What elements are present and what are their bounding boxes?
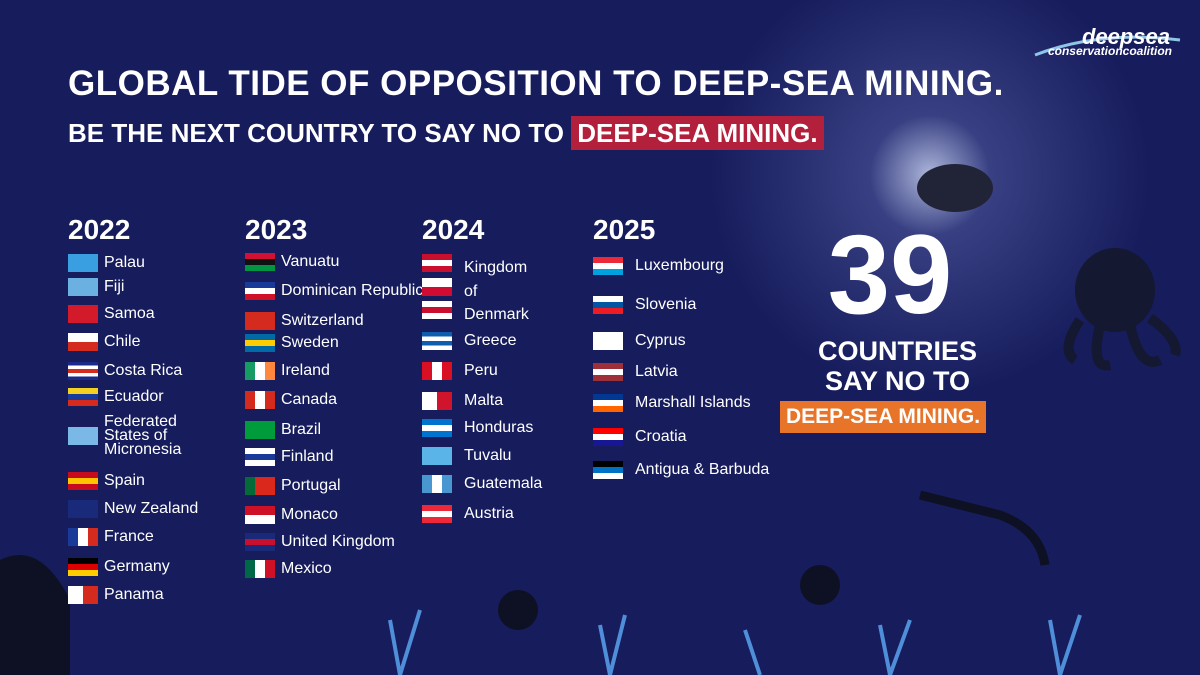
flag (422, 505, 452, 523)
flag (245, 334, 275, 352)
country-name: Kingdom of Denmark (464, 259, 529, 323)
flag (68, 254, 98, 272)
flag (422, 447, 452, 465)
country-name: Latvia (635, 363, 678, 380)
year-heading: 2024 (422, 214, 485, 245)
country-name: Canada (281, 391, 338, 408)
country-name: Samoa (104, 305, 155, 322)
country-name: Sweden (281, 334, 339, 351)
country-name: Slovenia (635, 296, 697, 313)
country-name: Fiji (104, 278, 125, 295)
flag (593, 257, 623, 275)
flag (422, 362, 452, 380)
flag (593, 332, 623, 350)
flag (68, 427, 98, 445)
country-name: Ecuador (104, 388, 164, 405)
country-name: Honduras (464, 419, 534, 436)
country-name: Malta (464, 392, 504, 409)
flag (68, 305, 98, 323)
year-heading: 2025 (593, 214, 656, 245)
country-name: Germany (104, 558, 170, 575)
year-heading: 2022 (68, 214, 131, 245)
flag (68, 558, 98, 576)
country-name: Brazil (281, 421, 322, 438)
country-name: Mexico (281, 560, 332, 577)
subtitle: BE THE NEXT COUNTRY TO SAY NO TO DEEP-SE… (68, 116, 824, 150)
flag (422, 254, 452, 272)
country-name: Ireland (281, 362, 330, 379)
logo-subtitle: conservationcoalition (1047, 44, 1172, 58)
flag (593, 363, 623, 381)
flag (593, 296, 623, 314)
logo: deepsea (1081, 24, 1170, 49)
country-name: New Zealand (104, 500, 199, 517)
flag (245, 253, 275, 271)
country-name: Tuvalu (464, 447, 512, 464)
flag (68, 472, 98, 490)
country-name: United Kingdom (281, 533, 395, 550)
country-name: Portugal (281, 477, 341, 494)
subtitle-highlight: DEEP-SEA MINING. (571, 116, 824, 150)
flag (245, 448, 275, 466)
flag (245, 560, 275, 578)
title: GLOBAL TIDE OF OPPOSITION TO DEEP-SEA MI… (68, 64, 1004, 103)
flag (68, 278, 98, 296)
country-name: Federated States of Micronesia (104, 413, 182, 458)
flag (422, 392, 452, 410)
flag (245, 362, 275, 380)
country-name: Palau (104, 254, 145, 271)
flag (68, 333, 98, 351)
count-highlight: DEEP-SEA MINING. (780, 401, 987, 433)
flag (68, 362, 98, 380)
flag (593, 461, 623, 479)
flag (245, 282, 275, 300)
country-name: Cyprus (635, 332, 686, 349)
flag (422, 278, 452, 296)
country-name: Finland (281, 448, 334, 465)
country-name: Panama (104, 586, 164, 603)
count-number: 39 (827, 212, 953, 337)
country-name: Antigua & Barbuda (635, 461, 770, 478)
country-name: Luxembourg (635, 257, 724, 274)
flag (422, 419, 452, 437)
country-name: Spain (104, 472, 145, 489)
flag (593, 394, 623, 412)
country-name: Chile (104, 333, 141, 350)
country-name: Marshall Islands (635, 394, 751, 411)
flag (245, 506, 275, 524)
subtitle-text: BE THE NEXT COUNTRY TO SAY NO TO (68, 118, 565, 148)
flag (245, 391, 275, 409)
flag (245, 421, 275, 439)
flag (245, 312, 275, 330)
flag (422, 332, 452, 350)
country-name: Guatemala (464, 475, 543, 492)
flag (68, 388, 98, 406)
country-name: Peru (464, 362, 498, 379)
count-label: SAY NO TO (824, 366, 971, 396)
country-name: France (104, 528, 154, 545)
country-name: Austria (464, 505, 514, 522)
country-name: Greece (464, 332, 517, 349)
country-name: Monaco (281, 506, 338, 523)
flag (68, 586, 98, 604)
count-label: COUNTRIES (817, 336, 977, 366)
flag (68, 500, 98, 518)
country-name: Croatia (635, 428, 687, 445)
country-name: Switzerland (281, 312, 364, 329)
country-name: Dominican Republic (281, 282, 424, 299)
year-heading: 2023 (245, 214, 308, 245)
flag (245, 533, 275, 551)
flag (593, 428, 623, 446)
flag (245, 477, 275, 495)
flag (422, 301, 452, 319)
flag (422, 475, 452, 493)
country-name: Vanuatu (281, 253, 340, 270)
country-name: Costa Rica (104, 362, 183, 379)
flag (68, 528, 98, 546)
